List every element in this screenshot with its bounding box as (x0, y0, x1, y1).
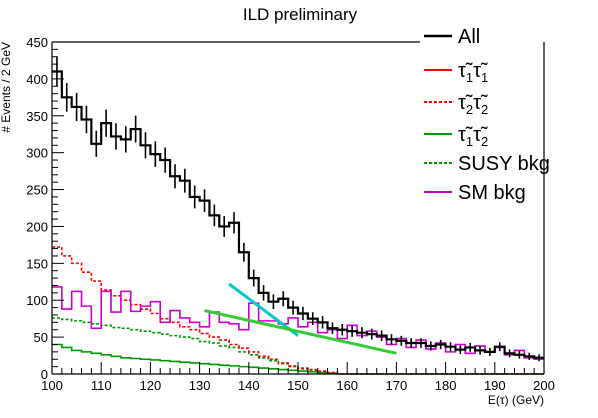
plot-area (52, 56, 544, 375)
y-tick-label: 0 (41, 367, 48, 382)
legend-label: All (458, 26, 480, 48)
x-tick-label: 100 (41, 378, 63, 393)
legend-label: SM bkg (458, 182, 526, 204)
x-tick-label: 170 (386, 378, 408, 393)
x-tick-label: 140 (238, 378, 260, 393)
y-tick-label: 150 (26, 256, 48, 271)
y-tick-label: 400 (26, 72, 48, 87)
y-tick-label: 300 (26, 146, 48, 161)
x-tick-label: 120 (140, 378, 162, 393)
y-tick-label: 50 (34, 330, 48, 345)
x-tick-label: 110 (91, 378, 112, 393)
y-axis-title: # Events / 2 GeV (0, 42, 13, 133)
legend-label: τ̃1τ̃1 (458, 60, 488, 85)
legend-label: SUSY bkg (458, 153, 550, 175)
x-axis-title: E(τ) (GeV) (488, 393, 544, 407)
y-tick-label: 200 (26, 219, 48, 234)
x-tick-label: 200 (533, 378, 555, 393)
fit-cyan (228, 282, 299, 337)
series-3 (52, 317, 544, 375)
y-tick-label: 250 (26, 183, 48, 198)
x-tick-label: 130 (189, 378, 211, 393)
x-tick-label: 150 (287, 378, 309, 393)
y-tick-label: 450 (26, 35, 48, 50)
x-tick-label: 190 (484, 378, 506, 393)
series-0 (52, 70, 544, 359)
x-tick-label: 180 (435, 378, 457, 393)
axes: 100 110 120 130 140 150 160 170 180 190 200 0 50 100 1… (26, 35, 555, 393)
chart-title: ILD preliminary (243, 5, 358, 24)
legend-label: τ̃2τ̃2 (458, 92, 488, 117)
legend-label: τ̃1τ̃2 (458, 124, 488, 149)
y-tick-label: 350 (26, 109, 48, 124)
x-tick-label: 160 (336, 378, 358, 393)
series-1 (52, 286, 544, 361)
legend: All τ̃1τ̃1 τ̃2τ̃2 τ̃1τ̃2 SUSY bkg SM bkg (424, 26, 550, 204)
y-tick-label: 100 (26, 293, 48, 308)
fit-green (204, 309, 397, 355)
